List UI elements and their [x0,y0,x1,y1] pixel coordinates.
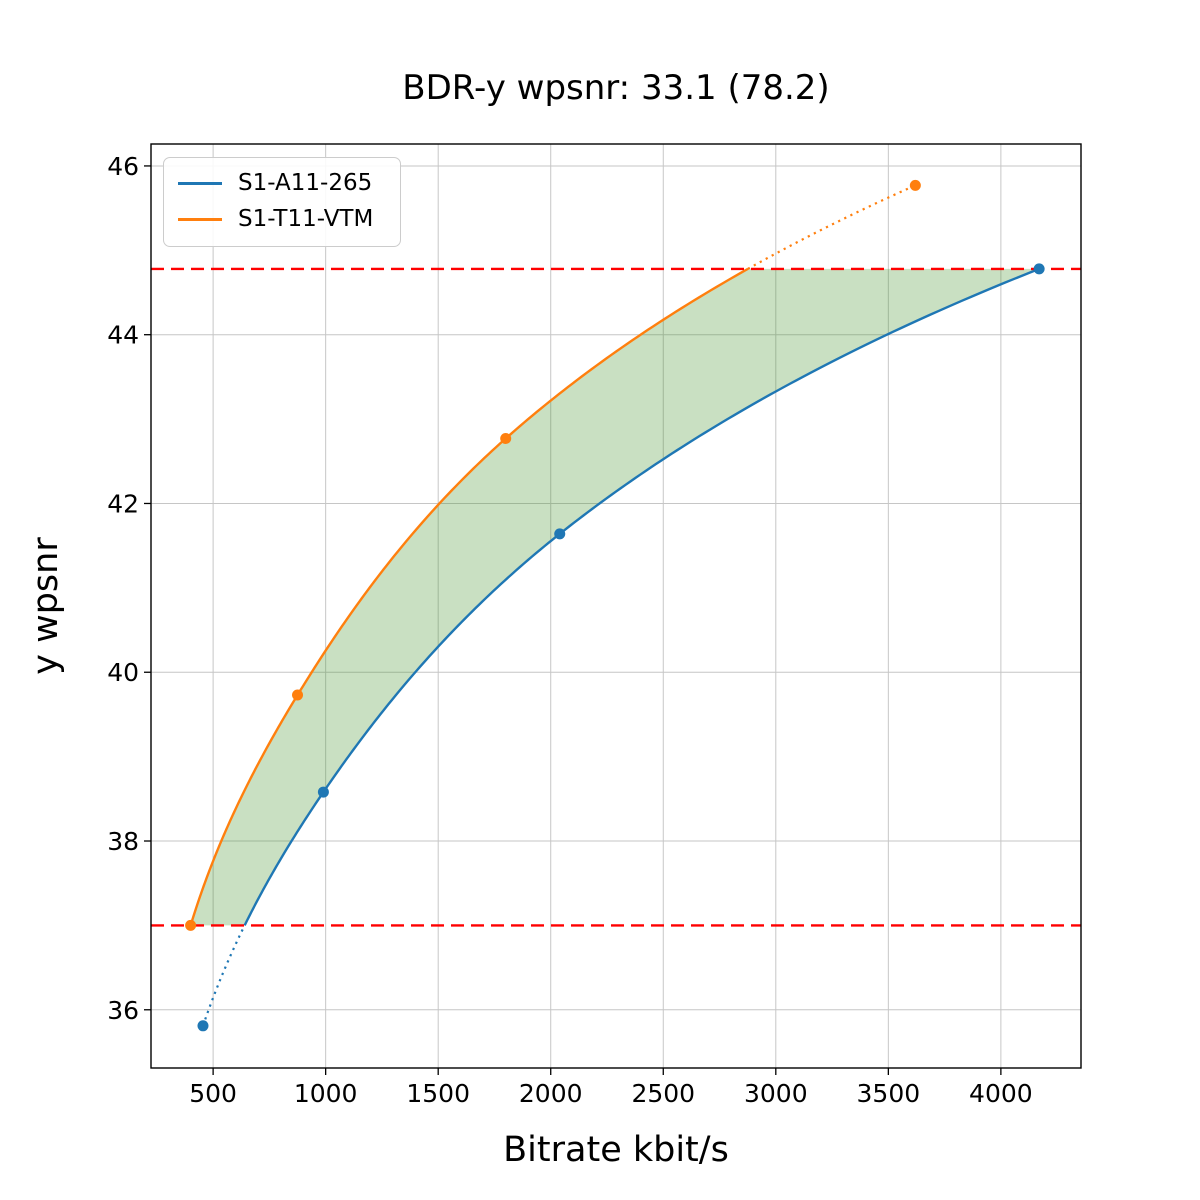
x-tick-label: 500 [189,1079,237,1108]
x-tick-label: 1000 [294,1079,358,1108]
series-s1-a11-265-dotted [201,924,246,1027]
legend-line-sample-blue [178,182,222,186]
x-tick-label: 3500 [857,1079,921,1108]
legend-label: S1-T11-VTM [238,206,374,233]
y-tick-label: 46 [107,152,139,181]
y-tick-label: 38 [107,827,139,856]
data-point-s1-a11-265 [197,1020,209,1032]
y-tick-label: 36 [107,996,139,1025]
chart-title: BDR-y wpsnr: 33.1 (78.2) [402,68,830,108]
overlap-band [190,268,1040,926]
data-point-s1-a11-265 [317,786,329,798]
y-tick-label: 40 [107,658,139,687]
data-point-s1-t11-vtm [500,432,512,444]
data-point-s1-t11-vtm [185,919,197,931]
x-tick-label: 1500 [406,1079,470,1108]
data-point-s1-t11-vtm [909,179,921,191]
y-axis-label: y wpsnr [26,537,66,675]
plot-border [150,143,1082,1069]
x-tick-label: 4000 [969,1079,1033,1108]
legend-item-s1-a11-265: S1-A11-265 [178,170,384,196]
x-tick-label: 2000 [519,1079,583,1108]
series-s1-t11-vtm-dotted [747,184,916,270]
y-tick-label: 42 [107,489,139,518]
x-tick-label: 3000 [744,1079,808,1108]
legend: S1-A11-265 S1-T11-VTM [163,157,401,247]
y-tick-label: 44 [107,321,139,350]
data-point-s1-a11-265 [554,528,566,540]
series-s1-a11-265-curve [243,267,1040,926]
legend-label: S1-A11-265 [238,170,373,196]
data-point-s1-a11-265 [1033,263,1045,275]
series-s1-t11-vtm-curve [189,267,749,926]
legend-line-sample-orange [178,218,222,222]
x-axis-label: Bitrate kbit/s [503,1130,729,1170]
data-point-s1-t11-vtm [292,689,304,701]
x-tick-label: 2500 [631,1079,695,1108]
legend-item-s1-t11-vtm: S1-T11-VTM [178,206,384,233]
